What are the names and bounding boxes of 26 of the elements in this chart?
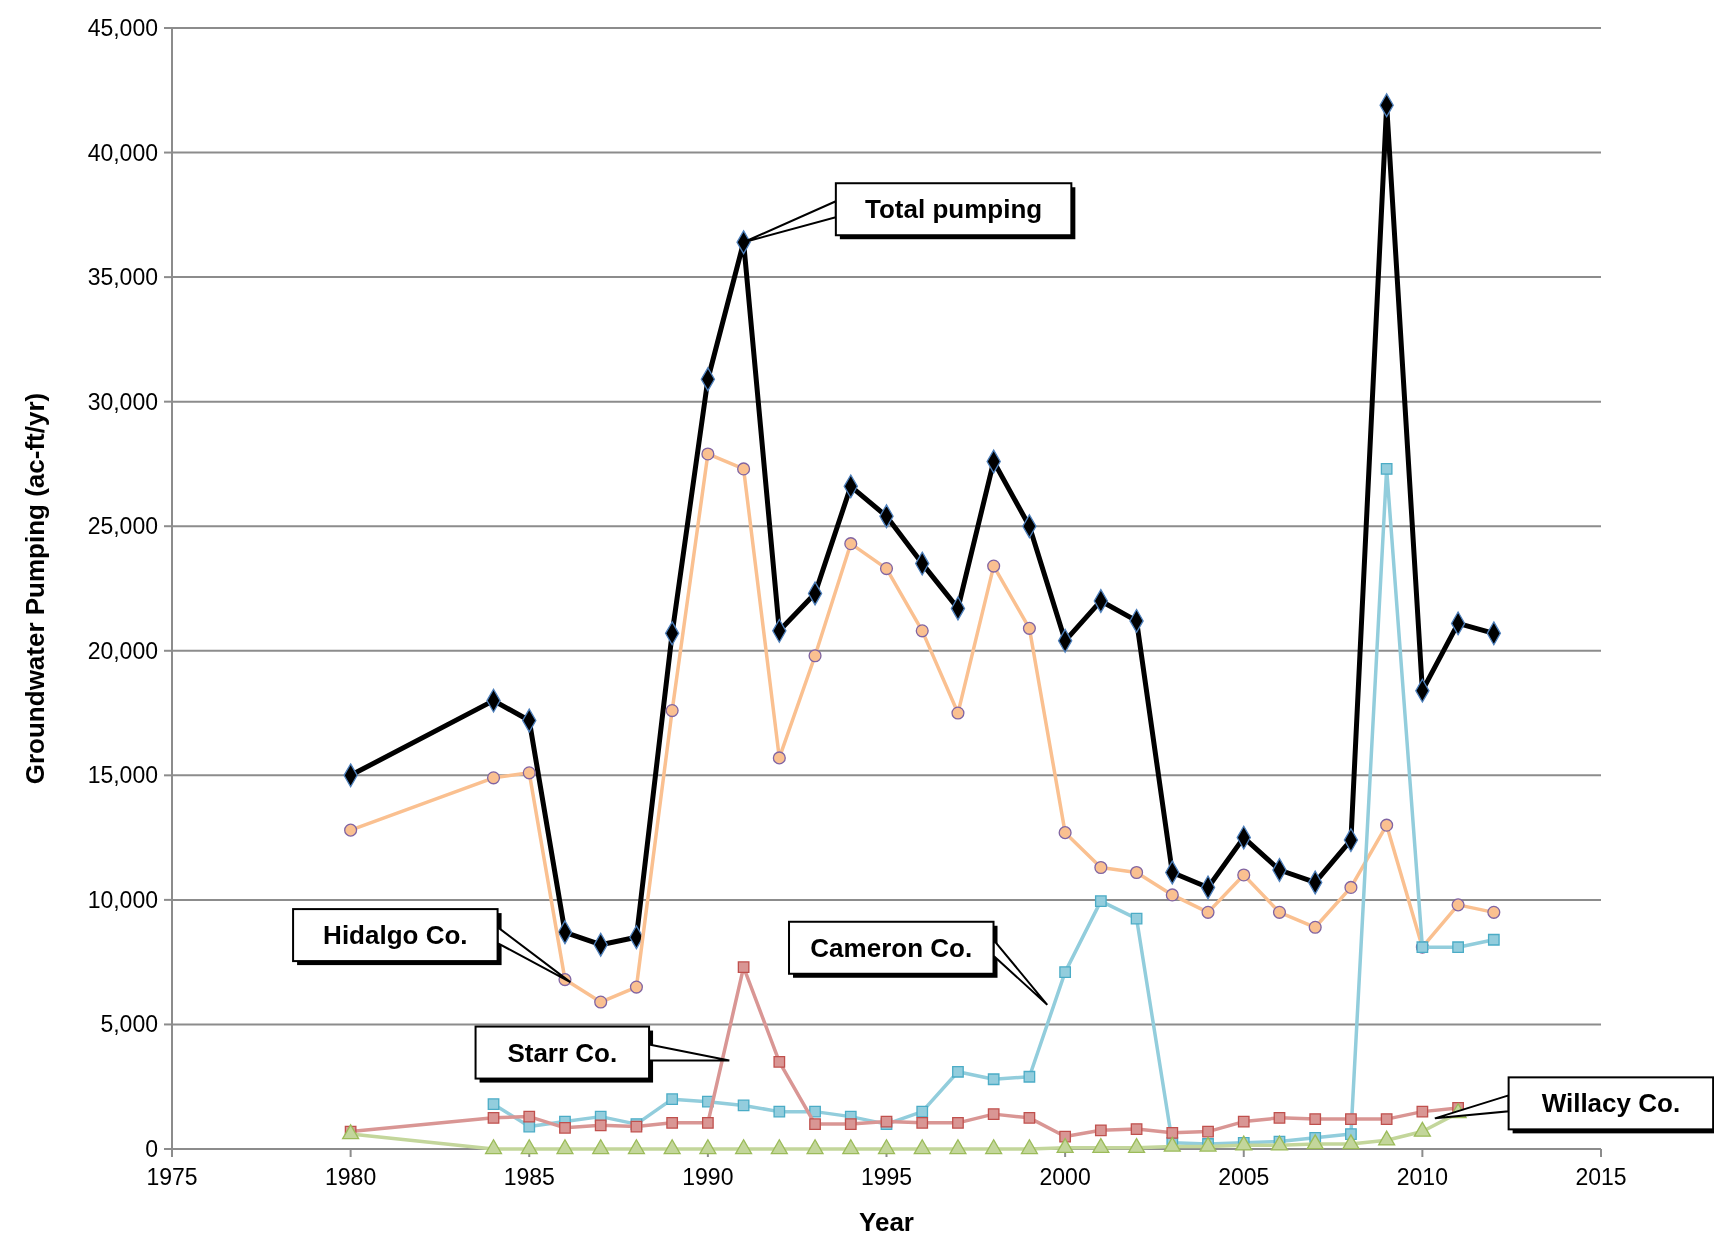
- x-tick-label: 2010: [1396, 1164, 1448, 1190]
- x-axis-title: Year: [859, 1207, 914, 1237]
- annotation: Willacy Co.: [1541, 1088, 1681, 1119]
- y-tick-label: 40,000: [87, 139, 158, 166]
- x-tick-label: 1995: [860, 1164, 913, 1190]
- annotation: Total pumping: [865, 194, 1043, 225]
- y-tick-label: 5,000: [100, 1011, 158, 1038]
- annotation: Hidalgo Co.: [323, 920, 468, 951]
- x-tick-label: 1985: [503, 1164, 555, 1190]
- y-tick-label: 15,000: [87, 762, 158, 789]
- annotation: Cameron Co.: [810, 932, 973, 963]
- x-tick-label: 1980: [325, 1164, 377, 1190]
- x-tick-label: 1990: [682, 1164, 734, 1190]
- y-tick-label: 0: [145, 1136, 158, 1162]
- y-tick-label: 10,000: [87, 886, 158, 913]
- y-tick-label: 45,000: [87, 15, 158, 41]
- y-tick-label: 25,000: [87, 513, 158, 540]
- y-tick-label: 20,000: [87, 637, 158, 664]
- x-tick-label: 2005: [1218, 1164, 1270, 1190]
- annotation: Starr Co.: [507, 1037, 618, 1068]
- y-axis-title: Groundwater Pumping (ac-ft/yr): [20, 392, 50, 785]
- y-tick-label: 30,000: [87, 388, 158, 415]
- x-tick-label: 2000: [1039, 1164, 1091, 1190]
- x-tick-label: 2015: [1575, 1164, 1627, 1190]
- y-tick-label: 35,000: [87, 264, 158, 291]
- x-tick-label: 1975: [146, 1164, 198, 1190]
